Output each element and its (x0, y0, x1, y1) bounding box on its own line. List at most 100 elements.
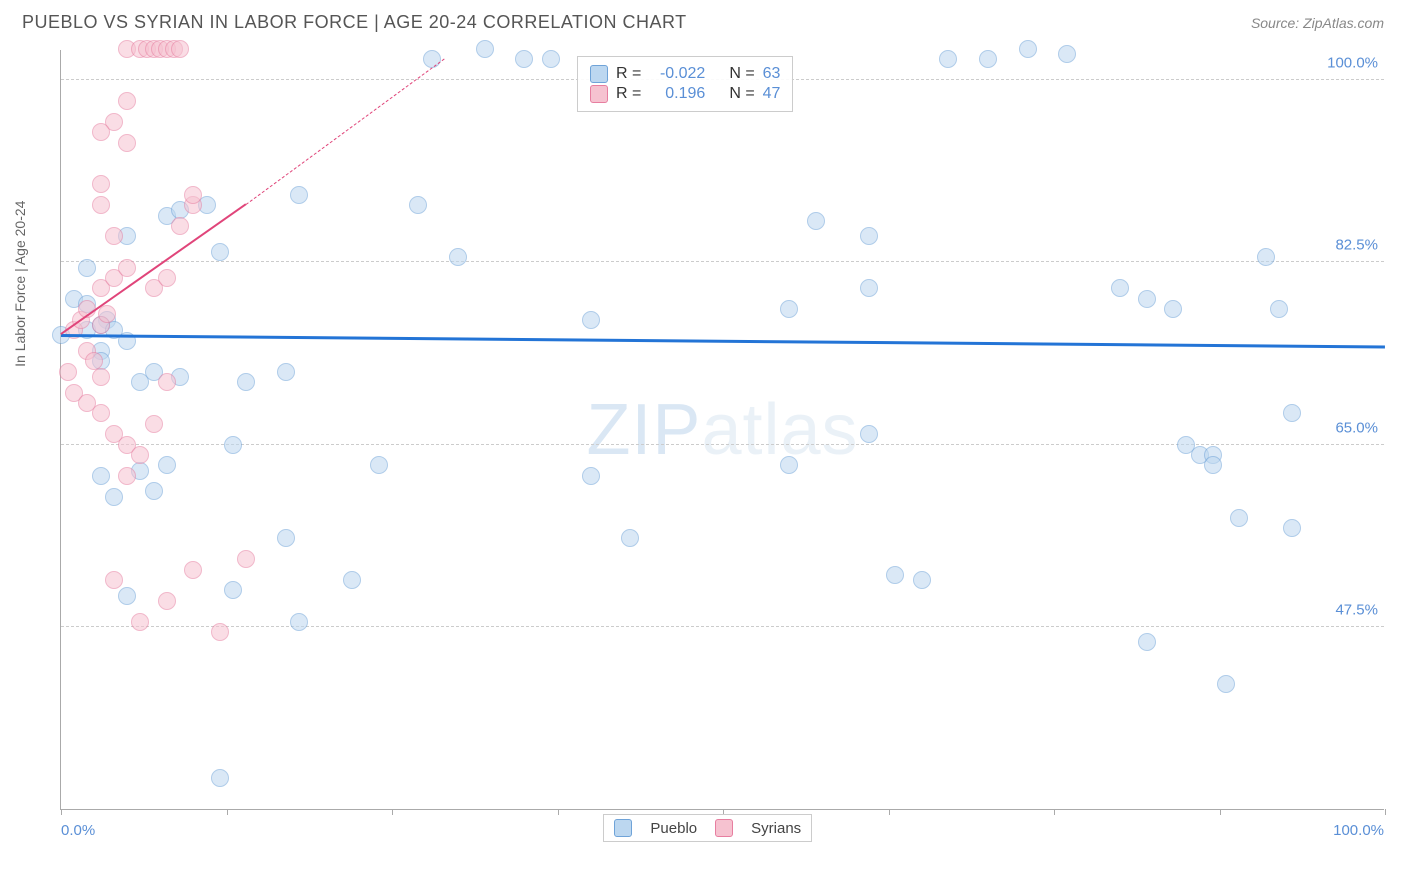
data-point (1164, 300, 1182, 318)
x-tick-mark (889, 809, 890, 815)
source-label: Source: ZipAtlas.com (1251, 15, 1384, 31)
data-point (158, 592, 176, 610)
chart-title: PUEBLO VS SYRIAN IN LABOR FORCE | AGE 20… (22, 12, 687, 33)
legend-swatch (590, 85, 608, 103)
x-tick-mark (1220, 809, 1221, 815)
gridline (61, 261, 1384, 262)
data-point (542, 50, 560, 68)
data-point (1270, 300, 1288, 318)
stats-row: R =-0.022N =63 (590, 65, 780, 83)
data-point (780, 456, 798, 474)
stats-row: R =0.196N =47 (590, 85, 780, 103)
data-point (939, 50, 957, 68)
data-point (131, 613, 149, 631)
data-point (1204, 456, 1222, 474)
data-point (807, 212, 825, 230)
legend-swatch (614, 819, 632, 837)
data-point (98, 305, 116, 323)
data-point (343, 571, 361, 589)
gridline (61, 626, 1384, 627)
data-point (515, 50, 533, 68)
data-point (158, 373, 176, 391)
chart-container: In Labor Force | Age 20-24 ZIPatlas 47.5… (22, 50, 1384, 850)
data-point (860, 425, 878, 443)
data-point (979, 50, 997, 68)
data-point (118, 92, 136, 110)
data-point (105, 227, 123, 245)
r-value: 0.196 (649, 85, 705, 103)
x-tick-mark (1054, 809, 1055, 815)
data-point (1138, 290, 1156, 308)
data-point (1230, 509, 1248, 527)
data-point (224, 436, 242, 454)
series-legend: PuebloSyrians (603, 814, 812, 842)
data-point (118, 467, 136, 485)
data-point (1217, 675, 1235, 693)
data-point (184, 561, 202, 579)
data-point (92, 368, 110, 386)
data-point (92, 123, 110, 141)
data-point (449, 248, 467, 266)
data-point (290, 186, 308, 204)
data-point (105, 488, 123, 506)
data-point (913, 571, 931, 589)
data-point (860, 227, 878, 245)
trend-line-syrians-extrapolated (246, 59, 445, 206)
data-point (145, 482, 163, 500)
data-point (1019, 40, 1037, 58)
data-point (290, 613, 308, 631)
data-point (409, 196, 427, 214)
x-tick-mark (392, 809, 393, 815)
data-point (582, 467, 600, 485)
data-point (277, 363, 295, 381)
data-point (423, 50, 441, 68)
data-point (370, 456, 388, 474)
data-point (211, 769, 229, 787)
data-point (118, 587, 136, 605)
r-value: -0.022 (649, 65, 705, 83)
plot-area: ZIPatlas 47.5%65.0%82.5%100.0%0.0%100.0%… (60, 50, 1384, 810)
data-point (224, 581, 242, 599)
data-point (184, 186, 202, 204)
data-point (92, 404, 110, 422)
y-tick-label: 65.0% (1335, 419, 1378, 436)
data-point (1283, 519, 1301, 537)
data-point (131, 446, 149, 464)
data-point (118, 134, 136, 152)
data-point (145, 415, 163, 433)
legend-swatch (715, 819, 733, 837)
y-axis-label: In Labor Force | Age 20-24 (12, 201, 28, 367)
trend-line-pueblo (61, 334, 1385, 348)
data-point (92, 467, 110, 485)
legend-swatch (590, 65, 608, 83)
x-axis-max-label: 100.0% (1333, 822, 1384, 839)
watermark: ZIPatlas (586, 389, 858, 471)
data-point (1138, 633, 1156, 651)
y-tick-label: 82.5% (1335, 237, 1378, 254)
y-tick-label: 100.0% (1327, 55, 1378, 72)
y-tick-label: 47.5% (1335, 601, 1378, 618)
data-point (582, 311, 600, 329)
data-point (237, 373, 255, 391)
stats-legend: R =-0.022N =63 R =0.196N =47 (577, 56, 793, 112)
x-tick-mark (61, 809, 62, 815)
data-point (211, 243, 229, 261)
data-point (1058, 45, 1076, 63)
data-point (621, 529, 639, 547)
x-tick-mark (558, 809, 559, 815)
data-point (118, 259, 136, 277)
data-point (1111, 279, 1129, 297)
data-point (780, 300, 798, 318)
data-point (1257, 248, 1275, 266)
data-point (277, 529, 295, 547)
n-value: 47 (763, 85, 781, 103)
data-point (476, 40, 494, 58)
legend-label: Syrians (751, 820, 801, 837)
data-point (78, 259, 96, 277)
data-point (158, 269, 176, 287)
data-point (158, 456, 176, 474)
data-point (1283, 404, 1301, 422)
data-point (92, 196, 110, 214)
data-point (860, 279, 878, 297)
x-axis-min-label: 0.0% (61, 822, 95, 839)
